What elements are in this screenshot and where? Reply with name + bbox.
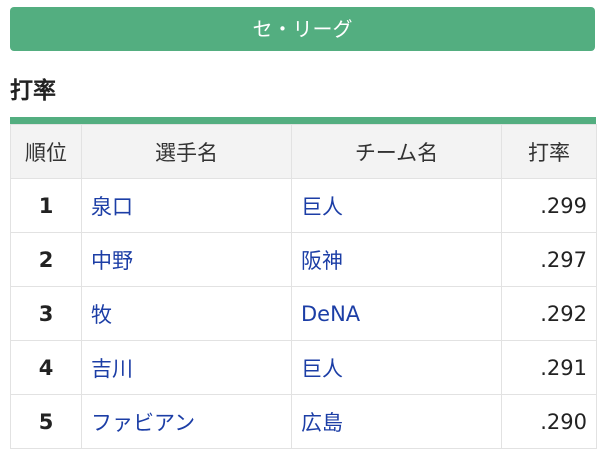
table-header-row: 順位 選手名 チーム名 打率 [10, 124, 597, 179]
section-title: 打率 [10, 78, 56, 104]
header-team: チーム名 [291, 124, 502, 179]
avg-cell: .299 [501, 178, 597, 233]
table-row: 1 泉口 巨人 .299 [10, 178, 597, 233]
header-player: 選手名 [81, 124, 292, 179]
team-link[interactable]: 巨人 [301, 356, 343, 381]
team-link[interactable]: 巨人 [301, 194, 343, 219]
table-top-rule [10, 117, 596, 124]
table-row: 5 ファビアン 広島 .290 [10, 394, 597, 449]
table-row: 2 中野 阪神 .297 [10, 232, 597, 287]
batting-average-table: 順位 選手名 チーム名 打率 1 泉口 巨人 .299 2 中野 阪神 .297… [10, 124, 597, 449]
avg-cell: .290 [501, 394, 597, 449]
team-link[interactable]: 阪神 [301, 248, 343, 273]
team-link[interactable]: 広島 [301, 410, 343, 435]
header-rank: 順位 [10, 124, 82, 179]
team-link[interactable]: DeNA [301, 301, 361, 326]
avg-cell: .291 [501, 340, 597, 395]
player-link[interactable]: 牧 [91, 302, 112, 327]
rank-cell: 4 [10, 340, 82, 395]
rank-cell: 3 [10, 286, 82, 341]
table-row: 4 吉川 巨人 .291 [10, 340, 597, 395]
player-link[interactable]: 中野 [91, 248, 133, 273]
rank-cell: 5 [10, 394, 82, 449]
player-link[interactable]: 泉口 [91, 194, 133, 219]
avg-cell: .297 [501, 232, 597, 287]
rank-cell: 2 [10, 232, 82, 287]
rank-cell: 1 [10, 178, 82, 233]
player-link[interactable]: 吉川 [91, 356, 133, 381]
avg-cell: .292 [501, 286, 597, 341]
league-tab-central[interactable]: セ・リーグ [10, 7, 595, 51]
table-row: 3 牧 DeNA .292 [10, 286, 597, 341]
player-link[interactable]: ファビアン [91, 410, 196, 435]
header-avg: 打率 [501, 124, 597, 179]
